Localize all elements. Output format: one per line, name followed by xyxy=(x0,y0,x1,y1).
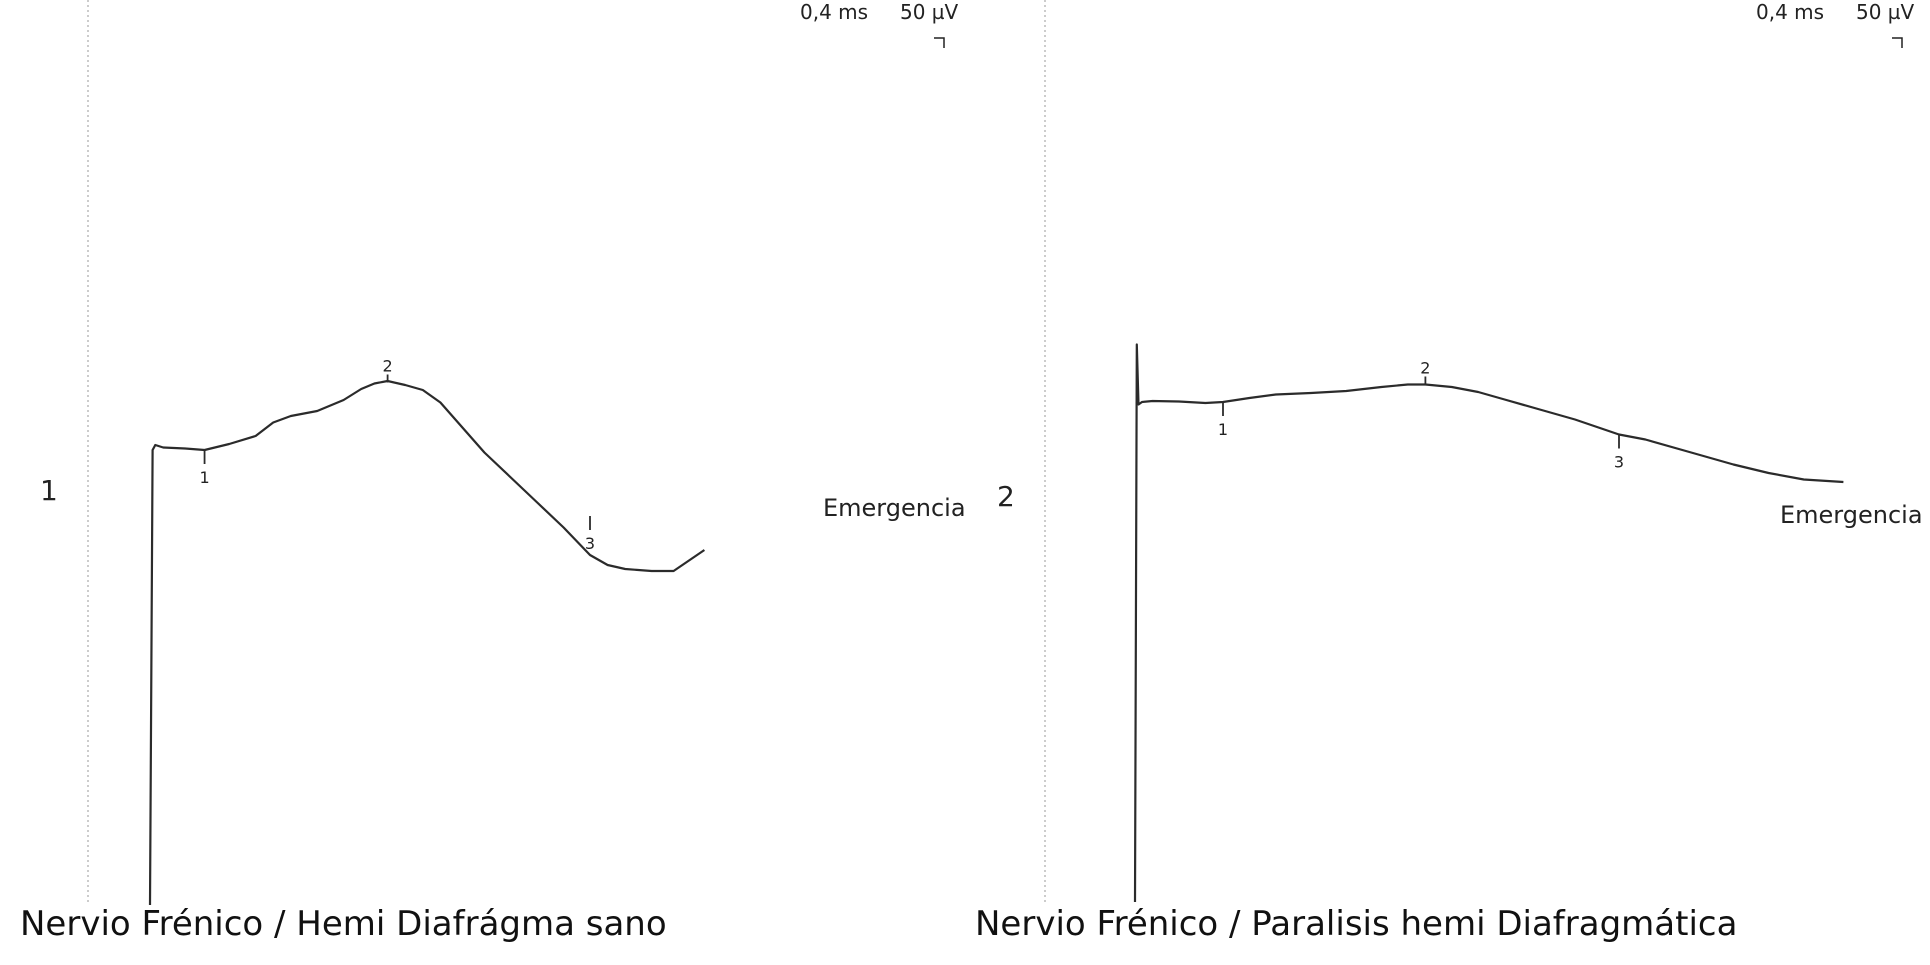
panel-1-marker-2: 2 xyxy=(383,357,393,383)
panel-2-marker-1: 1 xyxy=(1218,402,1228,439)
panel-2-annotation: Emergencia xyxy=(1780,501,1923,529)
panel-2-amplitude-scale: 50 µV xyxy=(1856,0,1915,24)
panel-1-marker-1: 1 xyxy=(199,450,210,487)
marker-label: 3 xyxy=(1614,453,1624,472)
panel-2-plot: 1 2 3 xyxy=(1044,0,1903,905)
panel-2-scale-bracket xyxy=(1892,37,1903,48)
marker-label: 3 xyxy=(585,534,595,553)
panel-2: 1 2 3 0,4 ms 50 µV 2 Emergencia Nervio Fré… xyxy=(957,0,1930,965)
panel-2-caption: Nervio Frénico / Paralisis hemi Diafragm… xyxy=(975,904,1738,944)
panel-1-time-scale: 0,4 ms xyxy=(800,0,869,24)
marker-label: 2 xyxy=(1420,359,1430,378)
panel-1-amplitude-scale: 50 µV xyxy=(900,0,959,24)
panel-1-marker-3: 3 xyxy=(585,516,595,553)
panel-2-trace-line xyxy=(1133,343,1844,903)
panel-2-marker-2: 2 xyxy=(1420,359,1430,385)
panel-2-marker-3: 3 xyxy=(1614,434,1624,472)
panel-1: 1 2 3 0,4 ms 50 µV 1 Emergencia Nervio Fré… xyxy=(20,0,966,944)
marker-label: 2 xyxy=(383,357,393,376)
panel-2-time-scale: 0,4 ms xyxy=(1756,0,1825,24)
marker-label: 1 xyxy=(199,468,209,487)
panel-1-channel-number: 1 xyxy=(40,474,58,507)
panel-1-caption: Nervio Frénico / Hemi Diafrágma sano xyxy=(20,904,667,944)
panel-1-scale-bracket xyxy=(934,37,945,48)
panel-1-trace-line xyxy=(148,379,706,906)
panel-2-channel-number: 2 xyxy=(997,480,1015,513)
panel-1-plot: 1 2 3 xyxy=(87,0,945,906)
marker-label: 1 xyxy=(1218,420,1228,439)
panel-1-annotation: Emergencia xyxy=(823,494,966,522)
